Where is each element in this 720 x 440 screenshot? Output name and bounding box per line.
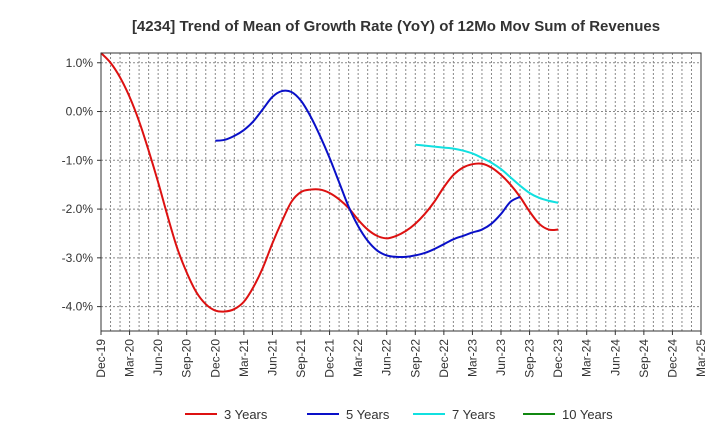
- x-tick-label: Jun-24: [608, 339, 622, 376]
- x-tick-label: Dec-23: [551, 339, 565, 378]
- x-tick-label: Mar-25: [694, 339, 708, 377]
- plot-border: [100, 52, 702, 332]
- x-tick-label: Mar-21: [237, 339, 251, 377]
- x-tick-label: Jun-21: [265, 339, 279, 376]
- x-tick-label: Sep-21: [294, 339, 308, 378]
- legend: 3 Years 5 Years 7 Years 10 Years: [185, 407, 613, 422]
- legend-label-1: 3 Years: [224, 407, 268, 422]
- x-axis-ticks: Dec-19 Mar-20 Jun-20 Sep-20 Dec-20 Mar-21 Jun-…: [94, 331, 708, 378]
- plot-background: [101, 53, 701, 331]
- y-tick-label: 1.0%: [66, 56, 94, 70]
- x-tick-label: Mar-20: [123, 339, 137, 377]
- x-tick-label: Jun-20: [151, 339, 165, 376]
- y-tick-label: 0.0%: [66, 105, 94, 119]
- x-tick-label: Mar-22: [351, 339, 365, 377]
- y-tick-label: -2.0%: [62, 202, 94, 216]
- x-tick-label: Dec-21: [323, 339, 337, 378]
- y-tick-label: -4.0%: [62, 300, 94, 314]
- series-line-1: [100, 52, 559, 313]
- series-lines: [100, 52, 559, 313]
- legend-label-3: 7 Years: [452, 407, 496, 422]
- legend-label-2: 5 Years: [346, 407, 390, 422]
- chart-title: [4234] Trend of Mean of Growth Rate (YoY…: [132, 18, 660, 35]
- x-tick-label: Dec-24: [665, 339, 679, 378]
- x-tick-label: Dec-20: [208, 339, 222, 378]
- x-tick-label: Sep-23: [523, 339, 537, 378]
- x-tick-label: Dec-22: [437, 339, 451, 378]
- y-tick-label: -1.0%: [62, 153, 94, 167]
- y-axis-ticks: 1.0% 0.0% -1.0% -2.0% -3.0% -4.0%: [62, 56, 101, 314]
- x-tick-label: Mar-24: [580, 339, 594, 377]
- x-tick-label: Jun-22: [380, 339, 394, 376]
- x-tick-label: Dec-19: [94, 339, 108, 378]
- series-line-2: [215, 89, 521, 259]
- x-tick-label: Sep-20: [180, 339, 194, 378]
- series-line-3: [415, 143, 559, 204]
- legend-label-4: 10 Years: [562, 407, 613, 422]
- x-tick-label: Mar-23: [465, 339, 479, 377]
- y-tick-label: -3.0%: [62, 251, 94, 265]
- x-tick-label: Sep-24: [637, 339, 651, 378]
- x-tick-label: Sep-22: [408, 339, 422, 378]
- x-tick-label: Jun-23: [494, 339, 508, 376]
